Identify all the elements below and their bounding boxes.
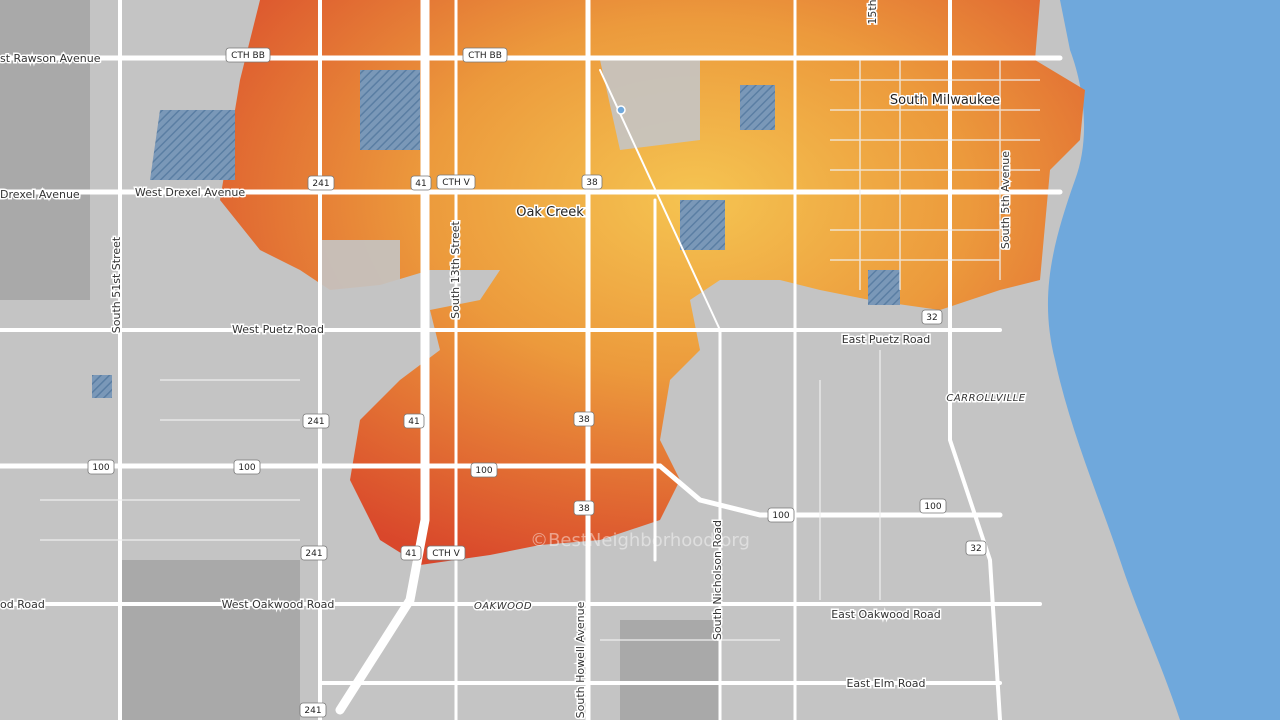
road-label: West Oakwood Road <box>222 598 335 611</box>
road-label: East Puetz Road <box>842 333 931 346</box>
place-dot <box>616 105 626 115</box>
shield-text: 100 <box>475 466 492 476</box>
shield-text: 100 <box>238 463 255 473</box>
park <box>360 70 420 150</box>
shield-text: 41 <box>415 179 426 189</box>
shield-text: 241 <box>304 706 321 716</box>
shield-box <box>919 498 947 514</box>
park <box>92 375 112 398</box>
shield-box <box>767 507 795 523</box>
route-shield: 100 <box>87 459 115 475</box>
shield-text: CTH V <box>442 178 470 188</box>
route-shield: 38 <box>573 411 595 427</box>
shield-text: 38 <box>586 178 598 188</box>
lake <box>1047 0 1280 720</box>
route-shield: 241 <box>307 175 335 191</box>
place-label: OAKWOOD <box>474 601 532 612</box>
heat-area <box>220 0 1085 565</box>
route-shield: 241 <box>299 702 327 718</box>
route-shield: CTH V <box>426 545 466 561</box>
route-shield: 41 <box>403 413 425 429</box>
shield-box <box>233 459 261 475</box>
road-label: South Nicholson Road <box>711 520 724 640</box>
parks <box>92 70 900 398</box>
route-shield: 32 <box>921 309 943 325</box>
route-shield: 41 <box>410 175 432 191</box>
shield-box <box>573 411 595 427</box>
streets <box>40 60 1040 641</box>
shield-text: CTH BB <box>468 51 502 61</box>
labels: st Rawson Avenue West Drexel Avenue Drexel… <box>0 0 1027 720</box>
road-label: South 13th Street <box>449 220 462 318</box>
shield-box <box>400 545 422 561</box>
road-label: st Rawson Avenue <box>0 52 101 65</box>
shield-text: 38 <box>578 504 590 514</box>
road-label: West Drexel Avenue <box>135 186 245 199</box>
road-label: South Howell Avenue <box>574 601 587 718</box>
shield-text: 241 <box>312 179 329 189</box>
road-label: West Puetz Road <box>232 323 324 336</box>
road-label: East Oakwood Road <box>831 608 941 621</box>
place-label: CARROLLVILLE <box>946 393 1025 404</box>
shield-text: 100 <box>772 511 789 521</box>
park <box>868 270 900 305</box>
park <box>740 85 775 130</box>
shield-text: 100 <box>924 502 941 512</box>
land-dark <box>0 0 720 720</box>
shield-text: 32 <box>970 544 981 554</box>
route-shield: 241 <box>302 413 330 429</box>
shield-box <box>410 175 432 191</box>
route-shield: 100 <box>919 498 947 514</box>
shield-text: 41 <box>408 417 419 427</box>
shield-text: 241 <box>305 549 322 559</box>
route-shield: CTH BB <box>462 47 508 63</box>
route-shield: 241 <box>300 545 328 561</box>
route-shield: 32 <box>965 540 987 556</box>
road-label: od Road <box>0 598 45 611</box>
shield-box <box>470 462 498 478</box>
road-label: South 5th Avenue <box>999 151 1012 249</box>
land-gap <box>320 60 700 300</box>
route-shield: 38 <box>581 174 603 190</box>
shield-box <box>225 47 271 63</box>
shield-box <box>921 309 943 325</box>
shield-box <box>436 174 476 190</box>
road-label: South 51st Street <box>110 236 123 333</box>
shield-box <box>307 175 335 191</box>
route-shield: 100 <box>470 462 498 478</box>
route-shield: 38 <box>573 500 595 516</box>
shield-box <box>300 545 328 561</box>
shield-text: 241 <box>307 417 324 427</box>
shield-box <box>581 174 603 190</box>
route-shield: 100 <box>233 459 261 475</box>
shield-box <box>965 540 987 556</box>
route-shield: CTH BB <box>225 47 271 63</box>
route-shield: 100 <box>767 507 795 523</box>
shield-box <box>573 500 595 516</box>
shield-box <box>302 413 330 429</box>
road-label: Drexel Avenue <box>0 188 80 201</box>
route-shield: CTH V <box>436 174 476 190</box>
shield-text: CTH BB <box>231 51 265 61</box>
shield-text: 32 <box>926 313 937 323</box>
place-label: Oak Creek <box>516 205 584 220</box>
shield-box <box>87 459 115 475</box>
shield-text: 38 <box>578 415 590 425</box>
shield-box <box>403 413 425 429</box>
shield-text: CTH V <box>432 549 460 559</box>
park <box>680 200 725 250</box>
shield-box <box>426 545 466 561</box>
road-label: 15th <box>866 0 879 25</box>
road-label: East Elm Road <box>846 677 925 690</box>
park <box>150 110 235 180</box>
shield-box <box>462 47 508 63</box>
shield-box <box>299 702 327 718</box>
roads <box>0 0 1063 720</box>
place-label: South Milwaukee <box>890 93 1000 108</box>
shield-text: 100 <box>92 463 109 473</box>
watermark: ©BestNeighborhood.org <box>530 530 750 551</box>
shield-text: 41 <box>405 549 416 559</box>
route-shield: 41 <box>400 545 422 561</box>
